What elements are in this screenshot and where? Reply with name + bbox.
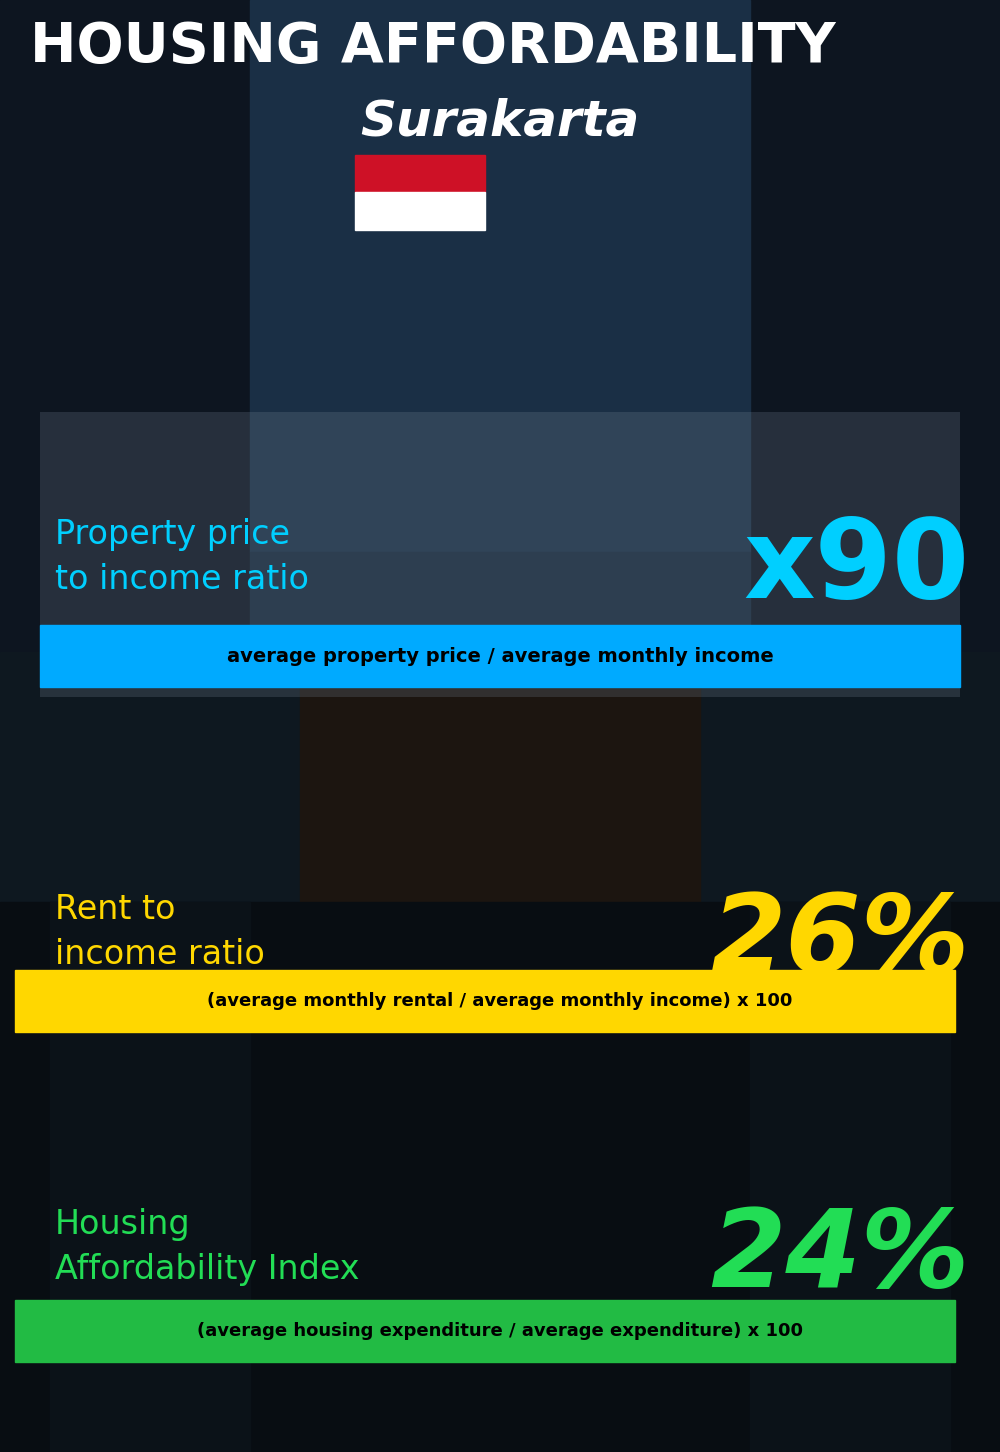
- Text: Rent to
income ratio: Rent to income ratio: [55, 893, 265, 971]
- Text: Housing
Affordability Index: Housing Affordability Index: [55, 1208, 360, 1286]
- Bar: [250, 0, 750, 552]
- Bar: [15, 970, 955, 1032]
- Text: Surakarta: Surakarta: [360, 97, 640, 147]
- Bar: [750, 902, 950, 1452]
- Bar: [750, 0, 1000, 701]
- Bar: [0, 0, 250, 701]
- Bar: [50, 902, 250, 1452]
- Bar: [40, 624, 960, 687]
- Text: average property price / average monthly income: average property price / average monthly…: [227, 646, 773, 665]
- Bar: [40, 412, 960, 697]
- Bar: [0, 902, 1000, 1452]
- Bar: [300, 652, 700, 902]
- Bar: [355, 192, 485, 229]
- Text: (average monthly rental / average monthly income) x 100: (average monthly rental / average monthl…: [207, 992, 793, 1011]
- Bar: [15, 1300, 955, 1362]
- Text: 24%: 24%: [711, 1204, 970, 1310]
- Bar: [0, 652, 1000, 902]
- Text: x90: x90: [744, 514, 970, 620]
- Bar: [355, 154, 485, 192]
- Text: 26%: 26%: [711, 889, 970, 995]
- Bar: [250, 552, 750, 701]
- Text: HOUSING AFFORDABILITY: HOUSING AFFORDABILITY: [30, 20, 836, 74]
- Text: Property price
to income ratio: Property price to income ratio: [55, 518, 309, 595]
- Text: (average housing expenditure / average expenditure) x 100: (average housing expenditure / average e…: [197, 1321, 803, 1340]
